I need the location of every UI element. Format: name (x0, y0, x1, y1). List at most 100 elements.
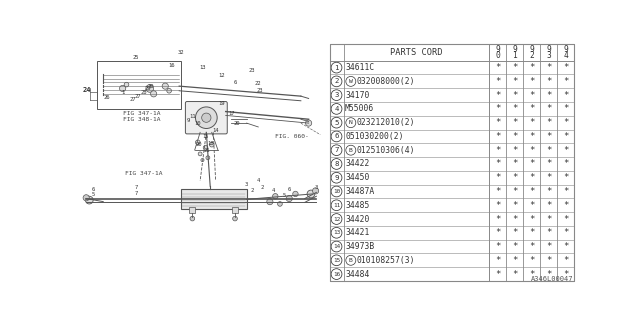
Text: 9: 9 (547, 45, 551, 54)
Text: 8: 8 (334, 161, 339, 167)
Text: *: * (495, 132, 500, 141)
Circle shape (331, 200, 342, 211)
Text: *: * (512, 228, 518, 237)
Text: 18: 18 (207, 141, 214, 146)
Text: 1: 1 (513, 52, 517, 60)
Circle shape (204, 145, 208, 150)
Text: 13: 13 (333, 230, 340, 235)
Circle shape (286, 196, 292, 202)
Text: 24: 24 (83, 86, 91, 92)
Circle shape (331, 186, 342, 197)
Text: *: * (546, 159, 552, 168)
Circle shape (292, 191, 298, 196)
Text: 9: 9 (513, 45, 517, 54)
Text: *: * (563, 228, 568, 237)
Text: 3: 3 (334, 92, 339, 98)
Text: 6: 6 (92, 187, 95, 192)
Text: *: * (512, 146, 518, 155)
Text: 26: 26 (104, 95, 110, 100)
Circle shape (146, 84, 154, 92)
FancyBboxPatch shape (80, 38, 326, 285)
Text: 7: 7 (135, 191, 138, 196)
Text: 21: 21 (203, 148, 209, 153)
Text: *: * (563, 118, 568, 127)
Text: FIG. 060-: FIG. 060- (275, 134, 309, 140)
Text: *: * (495, 91, 500, 100)
Text: *: * (529, 104, 534, 113)
Text: 2: 2 (250, 188, 253, 193)
Text: *: * (495, 173, 500, 182)
Text: 3: 3 (547, 52, 551, 60)
Text: 34973B: 34973B (345, 242, 374, 251)
Text: 4: 4 (257, 178, 260, 183)
Text: 4: 4 (334, 106, 339, 112)
Text: *: * (512, 132, 518, 141)
Circle shape (331, 269, 342, 279)
Text: 10: 10 (333, 189, 340, 194)
Circle shape (120, 85, 125, 92)
Text: *: * (563, 104, 568, 113)
Text: *: * (495, 187, 500, 196)
Text: 15: 15 (333, 258, 340, 263)
Circle shape (331, 214, 342, 224)
Text: 20: 20 (195, 142, 202, 147)
Text: 012510306(4): 012510306(4) (356, 146, 415, 155)
Text: *: * (563, 91, 568, 100)
Text: 22: 22 (255, 81, 262, 85)
Circle shape (331, 172, 342, 183)
Text: 30: 30 (148, 84, 154, 89)
Text: 9: 9 (564, 45, 568, 54)
Text: 7: 7 (135, 185, 138, 190)
Text: *: * (546, 77, 552, 86)
Text: *: * (529, 63, 534, 72)
Circle shape (233, 216, 237, 221)
Circle shape (331, 159, 342, 169)
Text: *: * (512, 214, 518, 223)
Text: 14: 14 (212, 128, 219, 133)
Text: 6: 6 (287, 187, 291, 192)
Text: 34485: 34485 (345, 201, 369, 210)
Circle shape (201, 158, 204, 162)
Text: 19: 19 (218, 100, 224, 106)
Text: 032008000(2): 032008000(2) (356, 77, 415, 86)
Text: *: * (495, 77, 500, 86)
Circle shape (346, 118, 356, 128)
Text: *: * (529, 132, 534, 141)
Text: M55006: M55006 (345, 104, 374, 113)
Text: N: N (349, 120, 353, 125)
Circle shape (195, 107, 217, 129)
Text: 34487A: 34487A (345, 187, 374, 196)
Text: *: * (512, 63, 518, 72)
Text: *: * (529, 118, 534, 127)
Circle shape (331, 62, 342, 73)
Circle shape (273, 194, 278, 199)
Text: W: W (349, 79, 353, 84)
Circle shape (162, 83, 168, 89)
Text: *: * (563, 173, 568, 182)
Text: *: * (512, 173, 518, 182)
Text: 12: 12 (218, 73, 224, 78)
Circle shape (331, 255, 342, 266)
Text: 32: 32 (177, 50, 184, 55)
Text: 4: 4 (564, 52, 568, 60)
Text: 25: 25 (132, 55, 139, 60)
Text: *: * (563, 146, 568, 155)
Text: *: * (546, 104, 552, 113)
Text: *: * (546, 118, 552, 127)
Text: *: * (546, 201, 552, 210)
Circle shape (346, 255, 356, 265)
Text: *: * (563, 132, 568, 141)
Circle shape (346, 76, 356, 86)
Text: 0: 0 (495, 52, 500, 60)
Text: 2: 2 (529, 52, 534, 60)
Text: 34420: 34420 (345, 214, 369, 223)
Circle shape (331, 145, 342, 156)
Circle shape (198, 152, 202, 156)
FancyBboxPatch shape (189, 207, 195, 213)
Text: *: * (546, 187, 552, 196)
Text: *: * (512, 242, 518, 251)
Text: *: * (495, 256, 500, 265)
Text: 16: 16 (333, 272, 340, 276)
Text: 14: 14 (333, 244, 340, 249)
Text: 20: 20 (234, 121, 240, 125)
